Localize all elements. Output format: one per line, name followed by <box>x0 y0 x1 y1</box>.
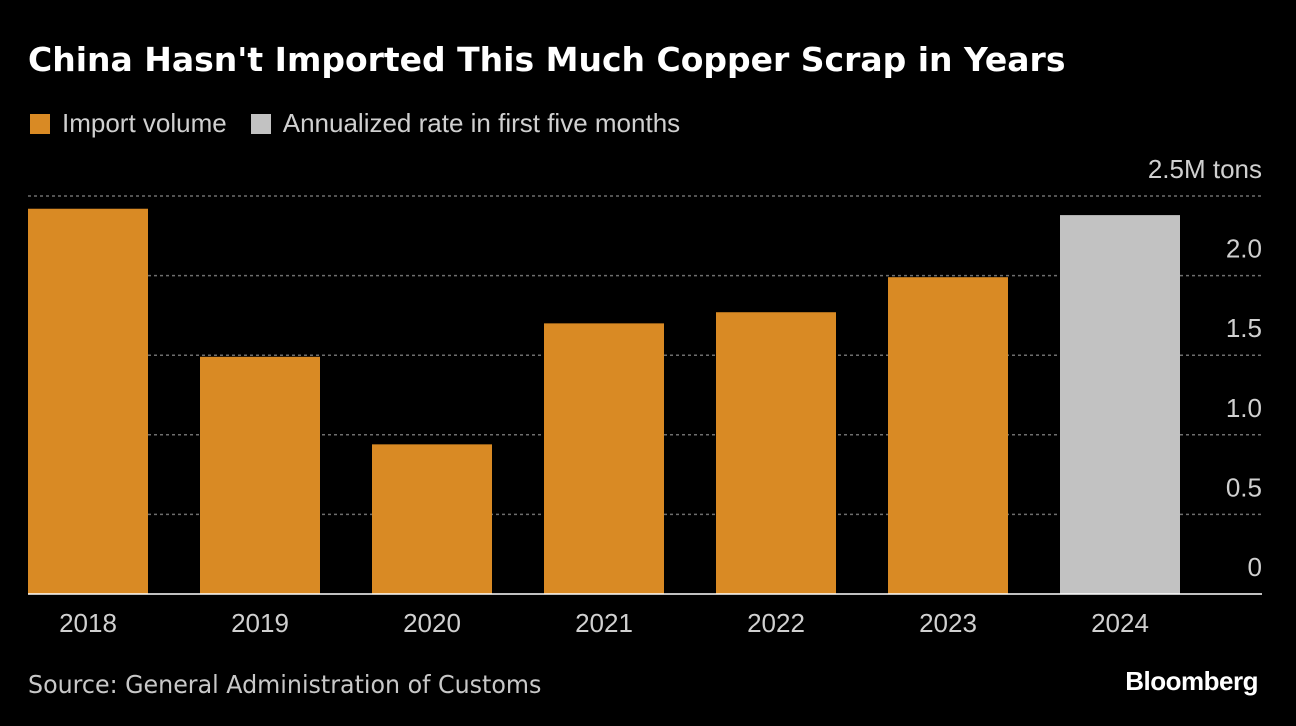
y-tick-label: 2.0 <box>1226 234 1262 264</box>
x-tick-label: 2019 <box>231 608 289 638</box>
bar-2021 <box>544 323 664 594</box>
legend-swatch-annualized-rate <box>250 113 271 134</box>
legend-swatch-import-volume <box>30 113 50 134</box>
bar-2023 <box>888 277 1008 594</box>
x-tick-label: 2020 <box>403 608 461 638</box>
x-tick-label: 2018 <box>59 608 117 638</box>
x-tick-label: 2021 <box>575 608 633 638</box>
y-tick-label: 0 <box>1248 552 1262 582</box>
bar-2019 <box>200 356 320 594</box>
bar-2024 <box>1060 215 1180 594</box>
legend-item-annualized-rate: Annualized rate in first five months <box>250 108 681 139</box>
source-note: Source: General Administration of Custom… <box>28 670 542 699</box>
chart-title: China Hasn't Imported This Much Copper S… <box>28 40 1066 79</box>
x-tick-label: 2023 <box>919 608 977 638</box>
bar-2018 <box>28 208 148 594</box>
x-tick-label: 2022 <box>747 608 805 638</box>
y-tick-label: 2.5M tons <box>1148 154 1262 184</box>
bar-2022 <box>716 312 836 594</box>
legend-label-annualized-rate: Annualized rate in first five months <box>282 108 681 138</box>
bloomberg-logo: Bloomberg <box>1125 666 1258 696</box>
legend: Import volume Annualized rate in first f… <box>30 108 704 139</box>
y-tick-label: 0.5 <box>1226 472 1262 502</box>
legend-item-import-volume: Import volume <box>30 108 227 139</box>
legend-label-import-volume: Import volume <box>62 108 227 138</box>
bar-2020 <box>372 444 492 594</box>
x-tick-label: 2024 <box>1091 608 1149 638</box>
y-tick-label: 1.5 <box>1226 313 1262 343</box>
y-tick-label: 1.0 <box>1226 393 1262 423</box>
